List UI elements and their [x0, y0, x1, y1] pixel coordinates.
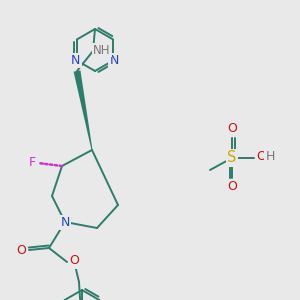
Text: O: O: [227, 122, 237, 136]
Text: N: N: [60, 215, 70, 229]
Text: H: H: [265, 149, 275, 163]
Text: O: O: [16, 244, 26, 256]
Text: O: O: [69, 254, 79, 268]
Text: O: O: [227, 181, 237, 194]
Text: F: F: [28, 157, 36, 169]
Polygon shape: [74, 70, 92, 150]
Text: S: S: [227, 151, 237, 166]
Text: N: N: [110, 54, 119, 67]
Text: NH: NH: [93, 44, 111, 56]
Text: N: N: [71, 54, 80, 67]
Text: O: O: [256, 149, 266, 163]
